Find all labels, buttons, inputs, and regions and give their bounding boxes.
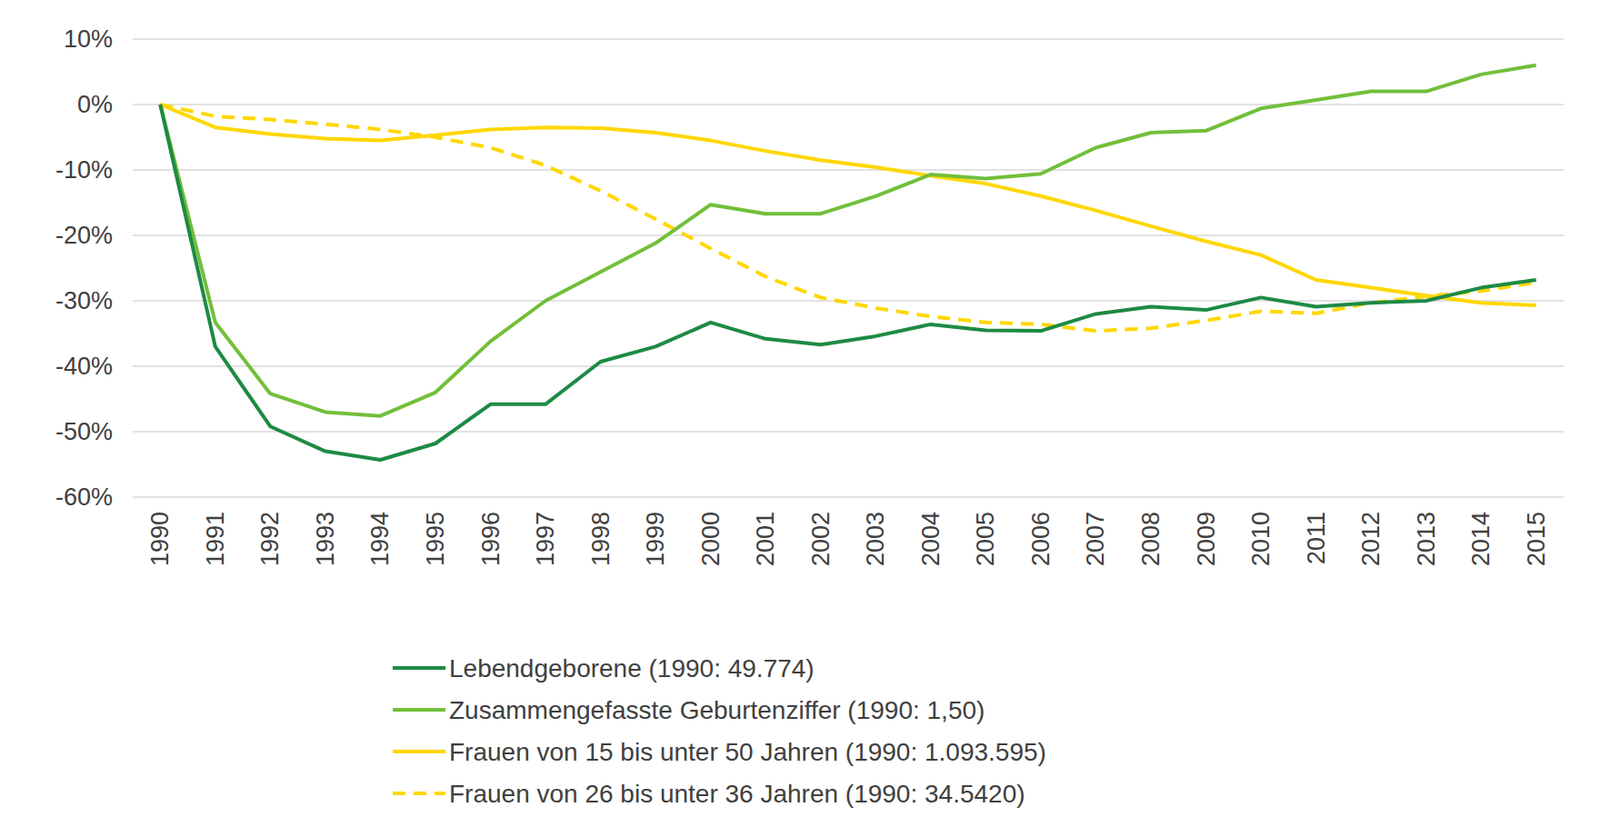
x-tick-label: 1994: [366, 511, 394, 567]
x-tick-label: 2014: [1467, 511, 1495, 567]
legend-label: Zusammengefasste Geburtenziffer (1990: 1…: [449, 696, 985, 725]
y-tick-label: -30%: [55, 287, 113, 315]
x-tick-label: 2009: [1192, 511, 1220, 567]
series-line: [160, 65, 1536, 417]
x-tick-label: 1993: [311, 511, 340, 567]
legend-swatch: [392, 708, 446, 712]
legend: Lebendgeborene (1990: 49.774) Zusammengef…: [392, 654, 1047, 809]
legend-swatch: [392, 750, 446, 754]
x-tick-label: 1990: [146, 511, 174, 567]
y-tick-label: -50%: [55, 418, 113, 446]
x-tick-label: 2012: [1357, 511, 1385, 567]
x-tick-label: 1997: [531, 511, 560, 567]
grid-line: [132, 103, 1564, 106]
x-tick-label: 1995: [421, 511, 450, 567]
x-tick-label: 2005: [971, 511, 1000, 567]
grid-line: [132, 300, 1564, 302]
x-tick-label: 2006: [1027, 511, 1055, 567]
x-tick-label: 1991: [201, 511, 230, 567]
legend-label: Lebendgeborene (1990: 49.774): [449, 654, 815, 683]
x-tick-label: 1998: [587, 511, 615, 567]
legend-label: Frauen von 26 bis unter 36 Jahren (1990:…: [449, 780, 1026, 809]
y-tick-label: 10%: [63, 25, 113, 53]
x-tick-label: 2008: [1137, 511, 1165, 567]
x-tick-label: 2010: [1247, 511, 1275, 567]
grid-line: [132, 234, 1564, 237]
series-line: [160, 104, 1536, 460]
x-tick-label: 1996: [477, 511, 505, 567]
x-tick-label: 2001: [751, 511, 780, 567]
x-tick-label: 2003: [861, 511, 890, 567]
y-tick-label: 0%: [77, 90, 113, 119]
grid-line: [132, 365, 1564, 368]
x-tick-label: 2013: [1412, 511, 1440, 567]
grid-line: [132, 169, 1564, 171]
chart: 10% 0% -10% -20% -30% -40% -50% -60% 1990 1991 199…: [0, 0, 1600, 817]
x-tick-label: 2000: [697, 511, 725, 567]
x-tick-label: 2002: [807, 511, 835, 567]
y-tick-label: -20%: [55, 221, 113, 250]
x-tick-label: 2007: [1081, 511, 1110, 567]
grid: [132, 39, 1564, 498]
legend-swatch: [392, 791, 446, 796]
legend-label: Frauen von 15 bis unter 50 Jahren (1990:…: [449, 738, 1047, 767]
x-tick-label: 1999: [641, 511, 670, 567]
grid-line: [132, 496, 1564, 499]
y-tick-label: -40%: [55, 352, 113, 380]
grid-line: [132, 430, 1564, 433]
x-tick-label: 1992: [256, 511, 284, 567]
lines: [160, 65, 1536, 460]
series-line: [160, 104, 1536, 331]
x-tick-label: 2015: [1522, 511, 1550, 567]
legend-swatch: [392, 666, 446, 670]
x-tick-label: 2011: [1302, 511, 1330, 565]
y-tick-label: -10%: [55, 156, 113, 184]
grid-line: [132, 38, 1564, 40]
x-tick-label: 2004: [917, 511, 945, 567]
y-tick-label: -60%: [55, 483, 113, 511]
